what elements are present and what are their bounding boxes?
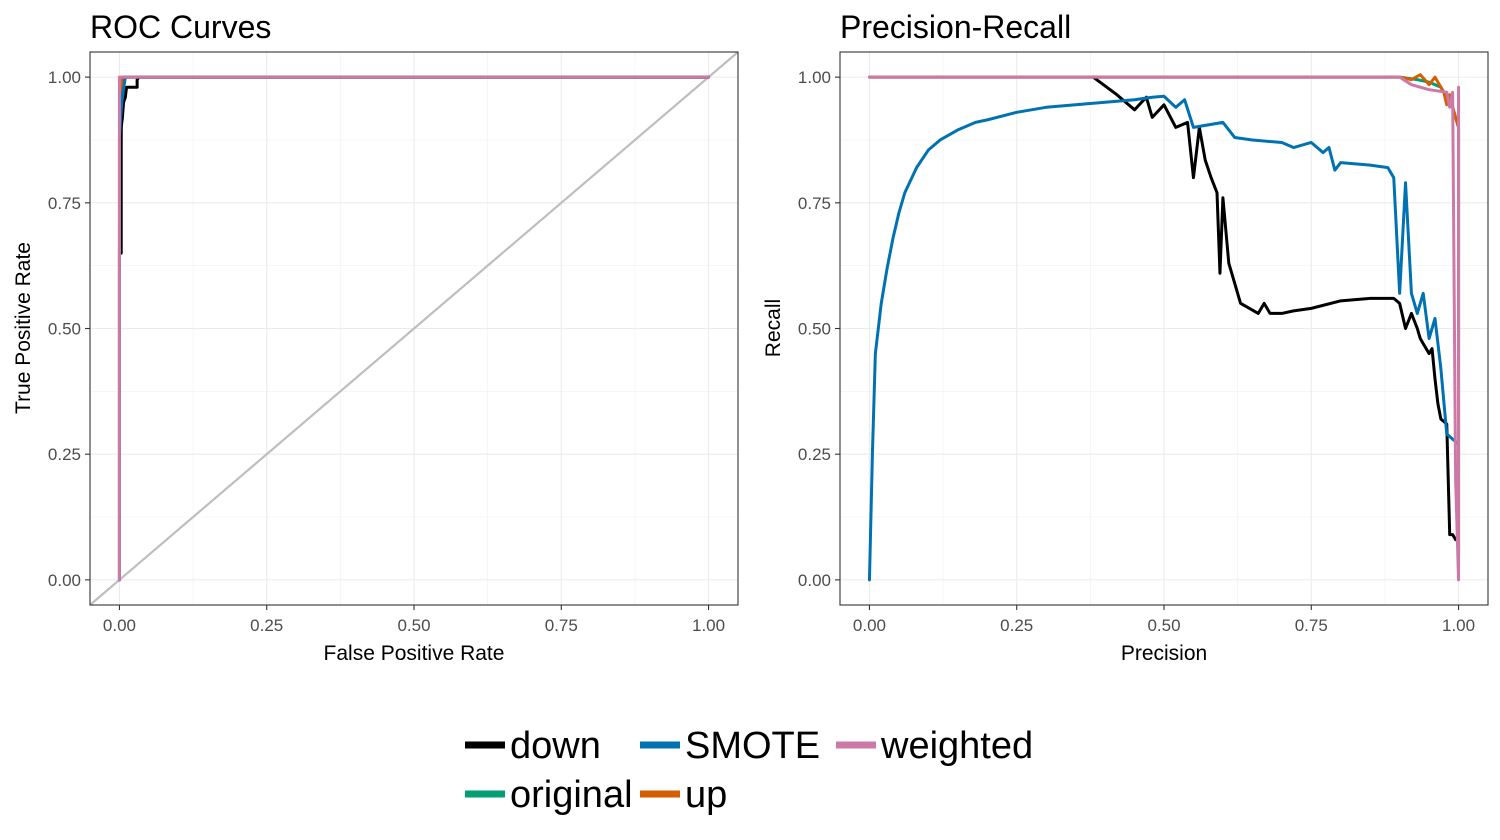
pr-y-tick-label: 0.50: [798, 320, 831, 339]
roc-y-tick-label: 0.50: [48, 320, 81, 339]
legend-label-smote: SMOTE: [685, 725, 820, 767]
roc-x-tick-label: 1.00: [692, 616, 725, 635]
roc-y-tick-label: 1.00: [48, 68, 81, 87]
legend-label-down: down: [510, 725, 601, 767]
legend-label-up: up: [685, 774, 727, 816]
roc-y-tick-label: 0.00: [48, 571, 81, 590]
roc-x-tick-label: 0.50: [397, 616, 430, 635]
roc-title: ROC Curves: [90, 9, 271, 45]
pr-y-tick-label: 0.00: [798, 571, 831, 590]
roc-x-tick-label: 0.00: [103, 616, 136, 635]
pr-series-down: [1091, 75, 1458, 542]
roc-x-axis-label: False Positive Rate: [324, 642, 505, 665]
pr-y-tick-label: 0.75: [798, 194, 831, 213]
pr-series: [867, 73, 1461, 582]
pr-series-weighted: [867, 75, 1461, 582]
roc-series: [117, 75, 711, 582]
roc-y-tick-label: 0.75: [48, 194, 81, 213]
roc-y-axis-label: True Positive Rate: [12, 242, 35, 414]
roc-x-tick-label: 0.75: [545, 616, 578, 635]
roc-reference-line: [90, 52, 738, 605]
legend-item-weighted: weighted: [836, 725, 1033, 767]
pr-title: Precision-Recall: [840, 9, 1071, 45]
legend-label-original: original: [510, 774, 633, 816]
pr-x-tick-label: 1.00: [1442, 616, 1475, 635]
roc-panel: ROC Curves 0.00 0.25 0.50 0.75 1.000.000.250…: [12, 9, 739, 665]
pr-x-tick-label: 0.75: [1295, 616, 1328, 635]
roc-y-tick-label: 0.25: [48, 445, 81, 464]
pr-y-axis-label: Recall: [762, 299, 785, 357]
roc-series-down: [119, 75, 711, 255]
roc-series-weighted: [117, 75, 711, 582]
legend-item-down: down: [465, 725, 601, 767]
pr-x-tick-label: 0.00: [853, 616, 886, 635]
legend: down SMOTE weighted original up: [465, 725, 1033, 816]
legend-item-smote: SMOTE: [640, 725, 820, 767]
legend-item-original: original: [465, 774, 633, 816]
pr-series-smote: [867, 94, 1461, 582]
roc-axes: 0.00 0.25 0.50 0.75 1.00 0.00 0.25 0.50 0.75 1.00: [48, 68, 725, 635]
roc-diagonal-line: [90, 52, 738, 605]
pr-axes: 0.00 0.25 0.50 0.75 1.00 0.00 0.25 0.50 0.75 1.00: [798, 68, 1475, 635]
pr-grid: [840, 52, 1488, 605]
pr-y-tick-label: 1.00: [798, 68, 831, 87]
roc-x-tick-label: 0.25: [250, 616, 283, 635]
legend-item-up: up: [640, 774, 727, 816]
pr-panel: Precision-Recall 0.00 0.25 0.50 0.75 1.000.0…: [762, 9, 1489, 665]
pr-x-axis-label: Precision: [1121, 642, 1207, 665]
pr-x-tick-label: 0.25: [1000, 616, 1033, 635]
legend-label-weighted: weighted: [880, 725, 1033, 767]
pr-y-tick-label: 0.25: [798, 445, 831, 464]
pr-x-tick-label: 0.50: [1147, 616, 1180, 635]
